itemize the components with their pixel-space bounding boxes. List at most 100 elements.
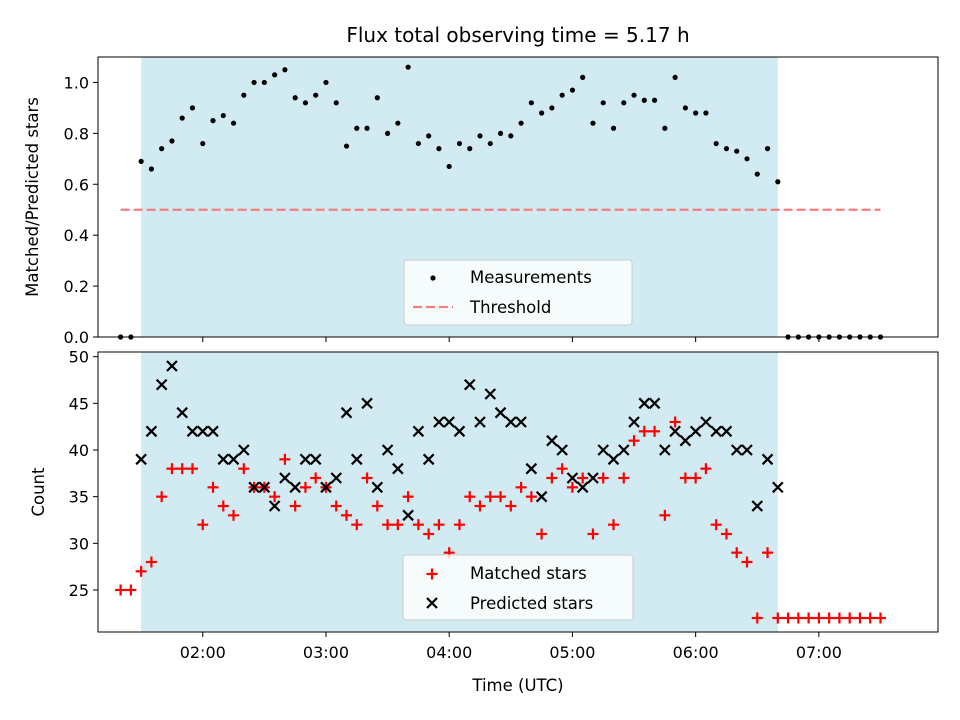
predicted-star-point [166, 360, 178, 372]
count-y-axis-label: Count [29, 467, 48, 517]
measurement-point [241, 92, 247, 98]
measurement-point [200, 140, 206, 147]
measurement-point [374, 95, 380, 101]
legend-matched-label: Matched stars [470, 564, 587, 583]
matched-star-point [228, 509, 240, 521]
matched-star-point [474, 500, 486, 512]
matched-star-point [125, 584, 137, 596]
matched-star-point [833, 612, 845, 624]
measurement-point [528, 100, 534, 106]
measurement-point [446, 163, 452, 170]
matched-star-point [515, 481, 527, 493]
matched-star-point [495, 491, 507, 503]
matched-star-point [874, 612, 886, 624]
predicted-star-point [299, 453, 312, 466]
predicted-star-point [186, 425, 199, 438]
predicted-star-point [402, 509, 414, 522]
matched-star-point [382, 519, 394, 531]
predicted-star-point [227, 453, 240, 466]
y-tick-label: 1.0 [64, 73, 89, 92]
y-tick-label: 30 [69, 534, 89, 553]
measurement-point [138, 158, 144, 164]
predicted-star-point [741, 444, 753, 456]
matched-star-point [690, 472, 702, 484]
measurement-point [559, 92, 565, 98]
measurement-point [415, 140, 421, 147]
y-tick-label: 45 [69, 394, 89, 413]
measurement-point [477, 133, 483, 139]
matched-star-point [536, 528, 548, 540]
predicted-star-point [155, 378, 168, 391]
ratio-legend: Measurements Threshold [403, 259, 633, 326]
matched-star-point [269, 491, 281, 503]
matched-star-point [803, 612, 815, 624]
predicted-star-point [289, 481, 301, 494]
predicted-star-point [546, 434, 558, 447]
x-tick-label: 05:00 [549, 643, 595, 662]
measurement-point [405, 64, 411, 70]
measurement-point [662, 125, 668, 131]
measurement-point [436, 146, 442, 152]
predicted-star-point [617, 444, 630, 456]
matched-star-point [207, 481, 219, 493]
measurement-point [508, 133, 514, 139]
matched-star-point [741, 556, 753, 568]
predicted-star-point [217, 453, 230, 466]
matched-star-point [556, 463, 568, 475]
predicted-star-point [176, 406, 188, 419]
measurement-point [426, 133, 432, 139]
matched-star-point [525, 491, 537, 503]
predicted-star-point [238, 444, 250, 456]
predicted-stars-points [135, 360, 784, 522]
matched-star-point [566, 481, 578, 493]
matched-star-point [186, 463, 198, 475]
matched-star-point [145, 556, 157, 568]
predicted-star-point [443, 416, 455, 428]
matched-star-point [608, 519, 620, 531]
matched-star-point [217, 500, 229, 512]
predicted-star-point [392, 462, 404, 475]
predicted-star-point [761, 453, 774, 466]
chart-title: Flux total observing time = 5.17 h [346, 23, 689, 47]
measurement-point [775, 179, 781, 185]
matched-star-point [864, 612, 876, 624]
predicted-star-point [207, 425, 219, 438]
matched-star-point [628, 435, 640, 447]
measurement-point [569, 87, 576, 93]
predicted-star-point [628, 416, 640, 428]
matched-star-point [392, 519, 404, 531]
x-tick-label: 03:00 [303, 643, 349, 662]
measurement-point [189, 105, 196, 111]
measurement-point [549, 105, 555, 111]
measurement-point [600, 100, 606, 106]
matched-star-point [618, 472, 630, 484]
predicted-star-point [145, 425, 158, 438]
legend-matched-marker [426, 568, 438, 580]
y-tick-label: 0.4 [64, 226, 89, 245]
predicted-star-point [576, 481, 589, 494]
matched-star-point [464, 491, 476, 503]
matched-star-point [669, 416, 681, 428]
legend-measurement-marker [430, 275, 436, 281]
matched-star-point [310, 472, 322, 484]
measurement-point [323, 79, 329, 86]
measurement-point [580, 74, 586, 80]
predicted-star-point [412, 425, 425, 438]
legend-measurements-label: Measurements [470, 268, 592, 287]
predicted-star-point [196, 425, 209, 438]
matched-star-point [731, 547, 743, 559]
matched-stars-points [115, 416, 886, 624]
measurement-point [292, 95, 298, 101]
predicted-star-point [720, 425, 733, 438]
predicted-star-point [484, 388, 497, 400]
matched-star-point [597, 472, 609, 484]
measurement-point [518, 120, 524, 126]
matched-star-point [371, 500, 383, 512]
count-panel: 25 30 35 40 45 50 02:00 03:00 04:00 05:00 06:00 07… [29, 348, 939, 695]
predicted-star-point [494, 406, 507, 419]
measurement-point [179, 115, 185, 121]
measurement-point [590, 120, 596, 126]
measurement-point [672, 74, 678, 80]
measurement-point [703, 110, 709, 116]
